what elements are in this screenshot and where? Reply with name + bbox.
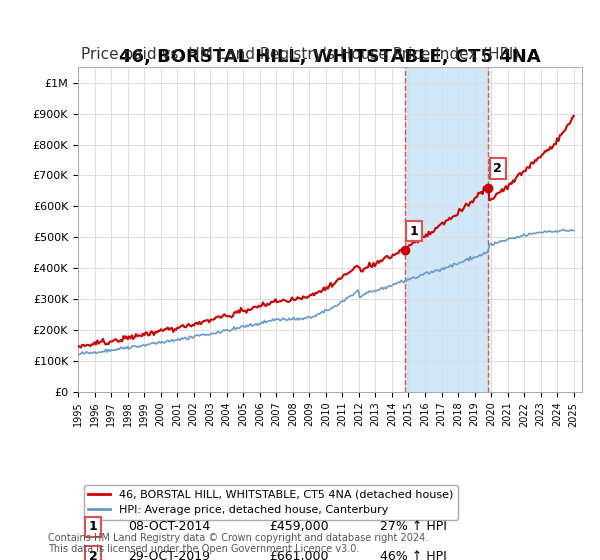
Text: 46% ↑ HPI: 46% ↑ HPI [380, 549, 447, 560]
Text: Contains HM Land Registry data © Crown copyright and database right 2024.
This d: Contains HM Land Registry data © Crown c… [48, 533, 428, 554]
Text: 1: 1 [410, 225, 418, 237]
Text: 29-OCT-2019: 29-OCT-2019 [128, 549, 211, 560]
Text: 2: 2 [89, 549, 97, 560]
Bar [404, 67, 488, 392]
Text: 2: 2 [493, 162, 502, 175]
Text: 27% ↑ HPI: 27% ↑ HPI [380, 520, 447, 533]
Text: 1: 1 [89, 520, 97, 533]
Legend: 46, BORSTAL HILL, WHITSTABLE, CT5 4NA (detached house), HPI: Average price, deta: 46, BORSTAL HILL, WHITSTABLE, CT5 4NA (d… [83, 486, 458, 520]
Text: £459,000: £459,000 [269, 520, 329, 533]
Text: 08-OCT-2014: 08-OCT-2014 [128, 520, 211, 533]
Title: 46, BORSTAL HILL, WHITSTABLE, CT5 4NA: 46, BORSTAL HILL, WHITSTABLE, CT5 4NA [119, 48, 541, 66]
Text: £661,000: £661,000 [269, 549, 329, 560]
Text: Price paid vs. HM Land Registry's House Price Index (HPI): Price paid vs. HM Land Registry's House … [81, 47, 519, 62]
